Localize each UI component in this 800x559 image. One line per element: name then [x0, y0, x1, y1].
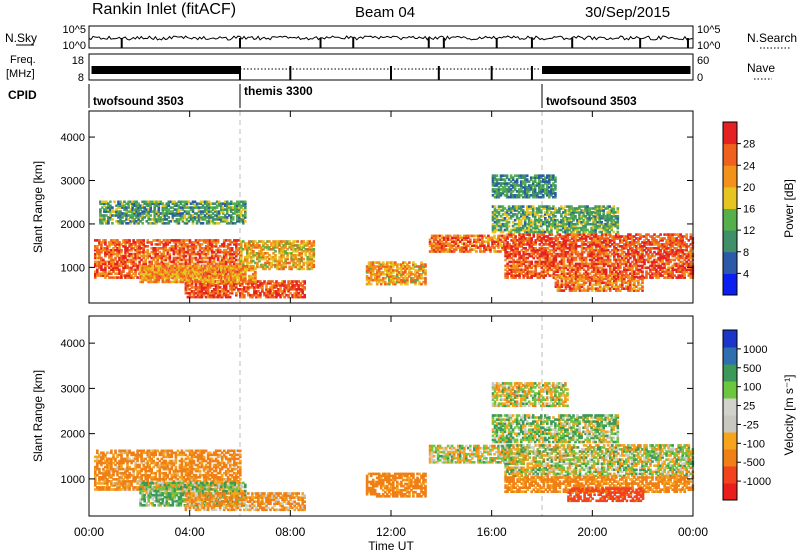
- nsky-tick-bottom: 10^0: [62, 40, 86, 52]
- range-gate-cell: [202, 222, 205, 225]
- range-gate-cell: [503, 235, 506, 238]
- cpid-label: CPID: [8, 88, 37, 102]
- range-gate-cell: [232, 216, 235, 219]
- nsearch-tick-top: 10^5: [697, 24, 721, 36]
- range-gate-cell: [231, 247, 234, 250]
- nave-tick-bottom: 0: [697, 72, 703, 84]
- nsky-label: N.Sky: [5, 31, 37, 45]
- range-gate-cell: [111, 206, 114, 209]
- range-gate-cell: [111, 222, 114, 225]
- range-gate-cell: [254, 267, 257, 270]
- range-gate-cell: [149, 214, 152, 217]
- range-gate-cell: [243, 294, 246, 297]
- nsky-panel: N.Sky 10^5 10^0 10^5 10^0 N.Search: [5, 24, 797, 52]
- range-gate-cell: [408, 261, 411, 264]
- range-gate-cell: [641, 270, 644, 273]
- range-gate-cell: [313, 240, 316, 243]
- range-gate-cell: [128, 239, 131, 242]
- range-gate-cell: [303, 294, 306, 297]
- freq-panel: Freq. [MHz] 18 8 60 0 Nave: [6, 54, 775, 84]
- range-gate-cell: [557, 280, 560, 283]
- cpid-segment-label: themis 3300: [244, 84, 313, 98]
- range-gate-cell: [168, 265, 171, 268]
- range-gate-cell: [493, 235, 496, 238]
- range-gate-cell: [313, 264, 316, 267]
- range-gate-cell: [109, 201, 112, 204]
- range-gate-cell: [302, 268, 305, 271]
- range-gate-cell: [104, 239, 107, 242]
- range-gate-cell: [514, 235, 517, 238]
- nave-label: Nave: [747, 61, 775, 75]
- nsky-trace: [89, 36, 693, 48]
- freq-trace: [92, 66, 691, 80]
- nave-tick-top: 60: [697, 55, 709, 67]
- range-gate-cell: [296, 240, 299, 243]
- range-gate-cell: [244, 220, 247, 223]
- range-gate-cell: [244, 201, 247, 204]
- range-gate-cell: [659, 233, 662, 236]
- range-gate-cell: [313, 248, 316, 251]
- nsky-tick-top: 10^5: [62, 24, 86, 36]
- range-gate-cell: [690, 233, 693, 236]
- freq-label: Freq.: [10, 54, 36, 66]
- date-title: 30/Sep/2015: [585, 4, 670, 21]
- range-gate-cell: [182, 265, 185, 268]
- range-gate-cell: [303, 286, 306, 289]
- range-gate-cell: [424, 269, 427, 272]
- range-gate-cell: [605, 269, 608, 272]
- range-gate-cell: [551, 233, 554, 236]
- range-gate-cell: [146, 245, 149, 248]
- range-gate-cell: [120, 249, 123, 252]
- range-gate-cell: [229, 296, 232, 299]
- range-gate-cell: [111, 218, 114, 221]
- range-gate-cell: [424, 263, 427, 266]
- range-gate-cell: [141, 222, 144, 225]
- freq-unit: [MHz]: [6, 68, 35, 80]
- range-gate-cell: [136, 276, 139, 279]
- range-gate-cell: [237, 239, 240, 242]
- range-gate-cell: [146, 249, 149, 252]
- freq-tick-top: 18: [72, 55, 84, 67]
- beam-title: Beam 04: [355, 4, 415, 21]
- range-gate-cell: [469, 239, 472, 242]
- range-gate-cell: [685, 233, 688, 236]
- cpid-segment-label: twofsound 3503: [93, 94, 184, 108]
- freq-band: [542, 66, 690, 74]
- range-gate-cell: [283, 280, 286, 283]
- range-gate-cell: [113, 201, 116, 204]
- range-gate-cell: [370, 283, 373, 286]
- nsearch-label: N.Search: [747, 31, 797, 45]
- range-gate-cell: [274, 250, 277, 253]
- cpid-segments: twofsound 3503 themis 3300 twofsound 3503: [89, 84, 637, 108]
- nsearch-tick-bottom: 10^0: [697, 40, 721, 52]
- range-gate-cell: [168, 216, 171, 219]
- range-gate-cell: [424, 277, 427, 280]
- scatter-region: [504, 233, 694, 279]
- station-title: Rankin Inlet (fitACF): [92, 1, 236, 18]
- range-gate-cell: [528, 233, 531, 236]
- cpid-segment-label: twofsound 3503: [546, 94, 637, 108]
- freq-tick-bottom: 8: [78, 72, 84, 84]
- range-gate-cell: [169, 253, 172, 256]
- range-gate-cell: [302, 258, 305, 261]
- range-gate-cell: [609, 259, 612, 262]
- range-gate-cell: [475, 250, 478, 253]
- range-gate-cell: [254, 271, 257, 274]
- range-gate-cell: [184, 269, 187, 272]
- range-gate-cell: [142, 239, 145, 242]
- range-gate-cell: [162, 265, 165, 268]
- range-gate-cell: [151, 265, 154, 268]
- nsky-line: [89, 36, 693, 40]
- range-gate-cell: [532, 233, 535, 236]
- range-gate-cell: [217, 239, 220, 242]
- range-gate-cell: [557, 276, 560, 279]
- range-gate-cell: [303, 280, 306, 283]
- range-gate-cell: [274, 254, 277, 257]
- range-gate-cell: [313, 260, 316, 263]
- freq-band: [92, 66, 240, 74]
- range-gate-cell: [530, 261, 533, 264]
